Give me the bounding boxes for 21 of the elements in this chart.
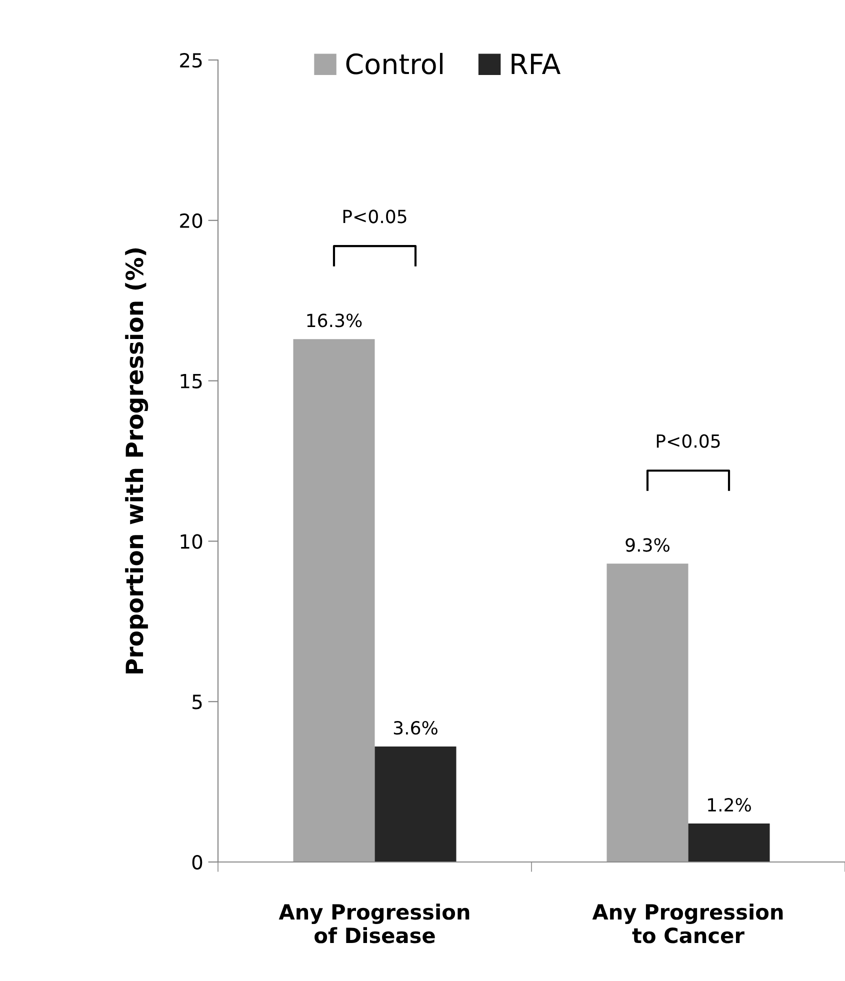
y-tick-label: 10	[180, 534, 202, 549]
y-tick-label: 15	[180, 374, 202, 388]
y-tick-label: 25	[180, 52, 202, 68]
data-label: 16.3%	[307, 314, 362, 328]
x-tick-label: Any Progression of Disease	[278, 904, 470, 944]
data-label: 1.2%	[708, 798, 751, 812]
y-axis-title: Proportion with Progression (%)	[125, 248, 148, 674]
bar	[688, 824, 770, 862]
y-tick-label: 20	[180, 213, 202, 228]
y-tick-label: 0	[192, 854, 202, 870]
legend-label: RFA	[512, 54, 561, 74]
bar	[293, 339, 375, 862]
x-tick-label: Any Progression to Cancer	[592, 904, 783, 944]
bar	[606, 564, 688, 862]
bar	[374, 746, 456, 862]
annotation: P<0.05	[343, 210, 406, 224]
data-label: 9.3%	[626, 538, 670, 552]
legend-label: Control	[346, 52, 443, 74]
y-tick-label: 5	[192, 694, 202, 710]
annotation: P<0.05	[656, 434, 720, 448]
data-label: 3.6%	[394, 721, 438, 735]
